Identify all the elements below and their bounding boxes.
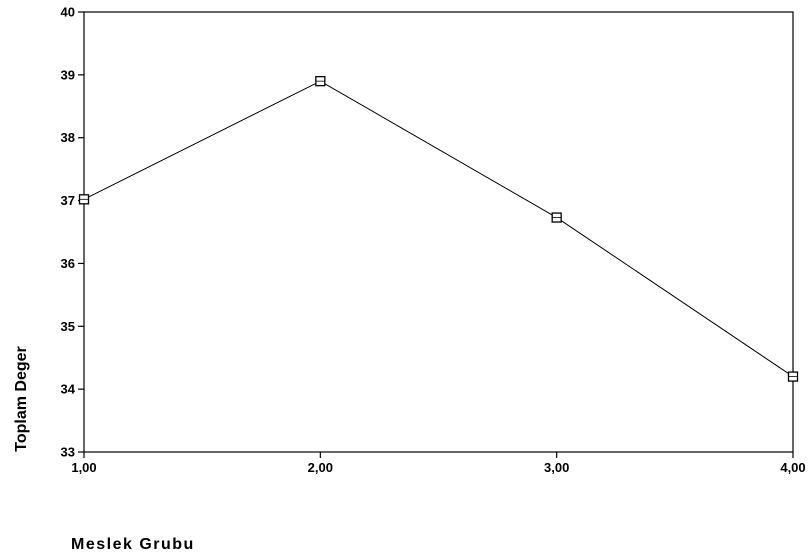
data-point — [551, 212, 562, 223]
series-line — [83, 80, 794, 377]
data-point — [78, 194, 90, 205]
y-tick-label: 35 — [61, 319, 75, 334]
y-axis-title: Toplam Deger — [13, 346, 30, 452]
x-tick-label: 1,00 — [71, 460, 96, 475]
series-markers — [78, 75, 799, 382]
data-point — [787, 371, 799, 382]
y-tick-label: 36 — [61, 256, 75, 271]
y-tick-label: 38 — [61, 130, 75, 145]
x-axis: 1,00 2,00 3,00 4,00 — [71, 452, 806, 475]
y-tick-label: 40 — [61, 5, 75, 20]
y-axis: 33 34 35 36 37 38 39 40 — [61, 5, 84, 460]
x-axis-title: Meslek Grubu — [71, 536, 195, 553]
y-tick-label: 33 — [61, 445, 75, 460]
x-tick-label: 4,00 — [780, 460, 805, 475]
plot-frame — [83, 11, 794, 453]
y-tick-label: 37 — [61, 193, 75, 208]
x-tick-label: 2,00 — [308, 460, 333, 475]
x-tick-label: 3,00 — [544, 460, 569, 475]
y-tick-label: 39 — [61, 67, 75, 82]
y-tick-label: 34 — [61, 382, 76, 397]
data-point — [315, 75, 326, 87]
